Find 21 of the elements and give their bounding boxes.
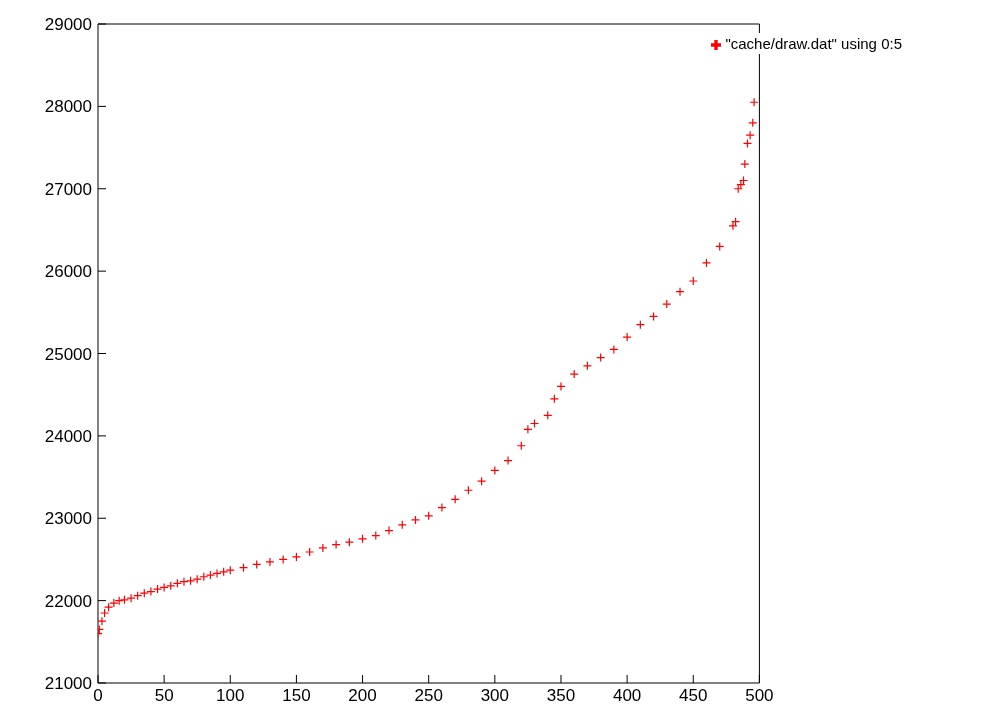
x-tick-label: 100 bbox=[216, 686, 245, 706]
y-tick-label: 24000 bbox=[44, 426, 92, 446]
x-tick-label: 50 bbox=[154, 686, 174, 706]
y-tick-label: 23000 bbox=[44, 509, 92, 529]
x-tick-label: 0 bbox=[93, 686, 103, 706]
y-tick-label: 25000 bbox=[44, 344, 92, 364]
x-tick-label: 400 bbox=[612, 686, 642, 706]
y-tick-label: 22000 bbox=[44, 591, 92, 611]
x-tick-label: 350 bbox=[546, 686, 576, 706]
x-tick-label: 250 bbox=[414, 686, 443, 706]
x-tick-label: 500 bbox=[745, 686, 774, 706]
x-tick-label: 300 bbox=[480, 686, 510, 706]
y-tick-label: 27000 bbox=[44, 179, 92, 199]
y-tick-label: 28000 bbox=[44, 97, 92, 117]
x-tick-label: 200 bbox=[348, 686, 377, 706]
y-tick-label: 26000 bbox=[44, 262, 92, 282]
y-tick-label: 21000 bbox=[44, 674, 92, 694]
x-tick-label: 150 bbox=[282, 686, 311, 706]
y-tick-label: 29000 bbox=[44, 15, 92, 35]
legend-label: "cache/draw.dat" using 0:5 bbox=[725, 35, 902, 52]
x-tick-label: 450 bbox=[679, 686, 708, 706]
